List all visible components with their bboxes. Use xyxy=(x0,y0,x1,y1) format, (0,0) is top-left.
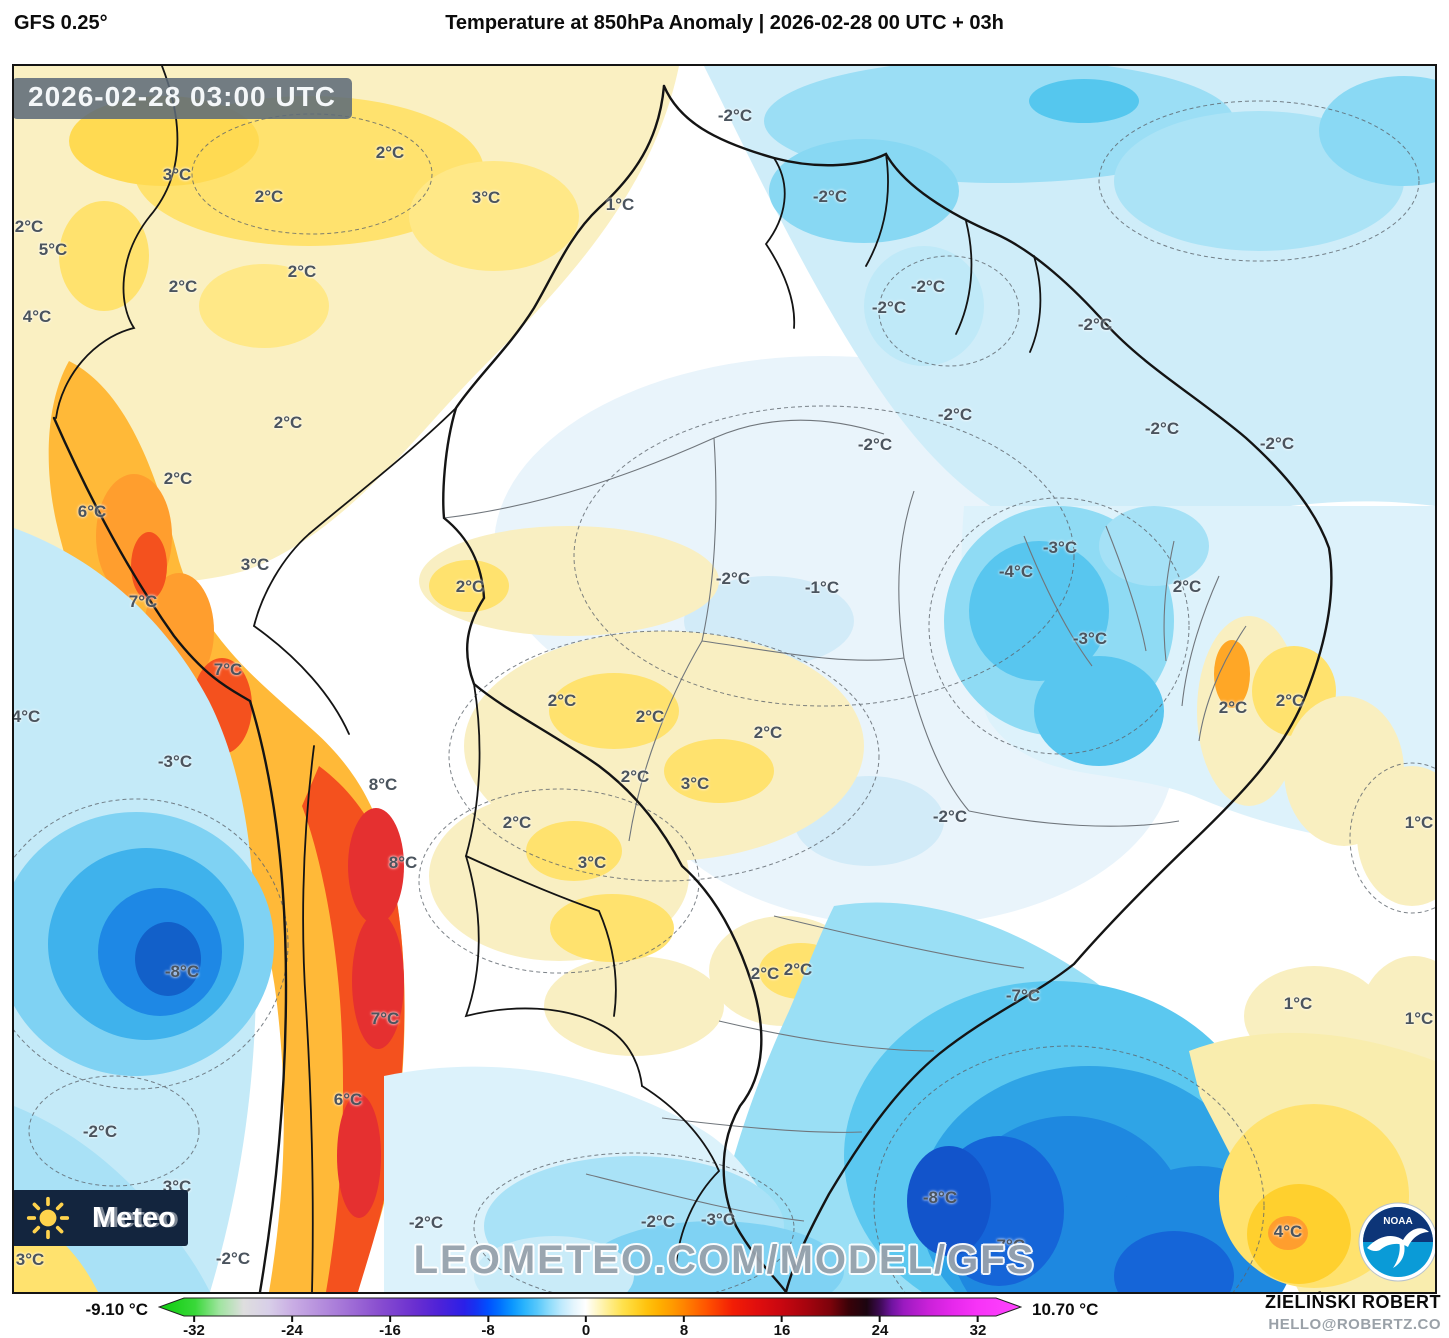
map-canvas: 3°C 2°C 2°C 3°C 1°C -2°C 2°C 5°C 2°C 2°C 4°C 2°C 2°C… xyxy=(12,64,1437,1294)
temp-label: 8°C xyxy=(388,853,418,872)
temp-label: 3°C xyxy=(15,1250,45,1269)
colorbar-max-label: 10.70 °C xyxy=(1032,1300,1099,1319)
temp-label: 6°C xyxy=(77,502,107,521)
model-label: GFS 0.25° xyxy=(14,12,108,34)
temp-label: -2°C xyxy=(640,1212,676,1231)
temp-label: -8°C xyxy=(164,962,200,981)
temp-label: -2°C xyxy=(910,277,946,296)
temp-label: 4°C xyxy=(22,307,52,326)
state-borders xyxy=(443,419,1247,1222)
credit-email: HELLO@ROBERTZ.CO xyxy=(1268,1316,1441,1333)
temp-label: 2°C xyxy=(620,767,650,786)
temp-label: 2°C xyxy=(635,707,665,726)
colorbar-tick: 0 xyxy=(582,1316,590,1338)
colorbar xyxy=(158,1297,1022,1317)
temp-label: -2°C xyxy=(1259,434,1295,453)
colorbar-tick: -32 xyxy=(183,1316,205,1338)
colorbar-tick: -8 xyxy=(481,1316,495,1338)
temp-label: -2°C xyxy=(871,298,907,317)
temp-label: 2°C xyxy=(547,691,577,710)
anomaly-map xyxy=(14,66,1435,1292)
temp-label: -2°C xyxy=(715,569,751,588)
temp-label: -2°C xyxy=(82,1122,118,1141)
noaa-logo: NOAA xyxy=(1358,1202,1435,1282)
temp-label: 5°C xyxy=(38,240,68,259)
temp-label: 7°C xyxy=(370,1009,400,1028)
temp-label: 2°C xyxy=(783,960,813,979)
temp-label: 2°C xyxy=(1172,577,1202,596)
temp-label: 2°C xyxy=(14,217,44,236)
temp-label: 1°C xyxy=(1404,1009,1434,1028)
temp-label: -7°C xyxy=(1005,986,1041,1005)
contour-lines xyxy=(14,100,1435,1292)
temp-label: 2°C xyxy=(455,577,485,596)
watermark: LEOMETEO.COM/MODEL/GFS xyxy=(413,1238,1036,1282)
temp-label: -2°C xyxy=(937,405,973,424)
brand-text: Meteo xyxy=(92,1201,176,1234)
sun-icon xyxy=(26,1196,70,1240)
temp-label: 2°C xyxy=(750,964,780,983)
temp-label: -2°C xyxy=(717,106,753,125)
credit-name: ZIELIŃSKI ROBERT xyxy=(1264,1292,1441,1312)
colorbar-tick: -24 xyxy=(281,1316,303,1338)
temp-label: -2°C xyxy=(1077,315,1113,334)
temp-label: 3°C xyxy=(162,165,192,184)
temp-label: -3°C xyxy=(157,752,193,771)
temp-label: -2°C xyxy=(215,1249,251,1268)
temp-label: 1°C xyxy=(605,195,635,214)
temp-label: 3°C xyxy=(240,555,270,574)
noaa-text: NOAA xyxy=(1383,1216,1412,1227)
colorbar-ticks: -32 -24 -16 -8 0 8 16 24 32 xyxy=(158,1316,1022,1338)
temp-label: 1°C xyxy=(1283,994,1313,1013)
temp-label: 2°C xyxy=(1218,698,1248,717)
temp-label: 7°C xyxy=(213,660,243,679)
temp-label: 1°C xyxy=(1404,813,1434,832)
temp-label: 8°C xyxy=(368,775,398,794)
country-borders xyxy=(52,84,1333,1292)
temp-label: -3°C xyxy=(700,1210,736,1229)
temp-label: 2°C xyxy=(502,813,532,832)
page-title: Temperature at 850hPa Anomaly | 2026-02-… xyxy=(445,12,1004,34)
temp-label: -2°C xyxy=(932,807,968,826)
temp-label: -4°C xyxy=(998,562,1034,581)
temp-label: 2°C xyxy=(163,469,193,488)
temp-label: -2°C xyxy=(857,435,893,454)
temp-label: -1°C xyxy=(804,578,840,597)
temp-label: 3°C xyxy=(471,188,501,207)
timestamp-badge: 2026-02-28 03:00 UTC xyxy=(14,78,352,119)
temp-label: 7°C xyxy=(128,592,158,611)
temp-label: 2°C xyxy=(753,723,783,742)
temp-label: -2°C xyxy=(812,187,848,206)
temp-label: 6°C xyxy=(333,1090,363,1109)
temp-label: 2°C xyxy=(375,143,405,162)
temp-label: -3°C xyxy=(1042,538,1078,557)
temp-label: -3°C xyxy=(1072,629,1108,648)
temp-label: -7°C xyxy=(990,1236,1026,1255)
colorbar-tick: 16 xyxy=(774,1316,790,1338)
colorbar-tick: 8 xyxy=(680,1316,688,1338)
colorbar-tick: 32 xyxy=(970,1316,986,1338)
temp-label: -2°C xyxy=(1144,419,1180,438)
colorbar-tick: 24 xyxy=(872,1316,888,1338)
temp-label: 2°C xyxy=(168,277,198,296)
temp-label: 2°C xyxy=(287,262,317,281)
temperature-label-layer: 3°C 2°C 2°C 3°C 1°C -2°C 2°C 5°C 2°C 2°C 4°C 2°C 2°C… xyxy=(14,66,1435,1292)
brand-logo: Meteo xyxy=(14,1190,188,1246)
secondary-borders xyxy=(55,66,1042,1292)
temp-label: 4°C xyxy=(1273,1222,1303,1241)
colorbar-min-label: -9.10 °C xyxy=(85,1300,148,1319)
temp-label: 3°C xyxy=(680,774,710,793)
colorbar-tick: -16 xyxy=(379,1316,401,1338)
temp-label: 3°C xyxy=(577,853,607,872)
temp-label: 2°C xyxy=(254,187,284,206)
temp-label: 4°C xyxy=(12,707,41,726)
temp-label: 2°C xyxy=(273,413,303,432)
temp-label: -8°C xyxy=(922,1188,958,1207)
temp-label: -2°C xyxy=(408,1213,444,1232)
temp-label: 2°C xyxy=(1275,691,1305,710)
